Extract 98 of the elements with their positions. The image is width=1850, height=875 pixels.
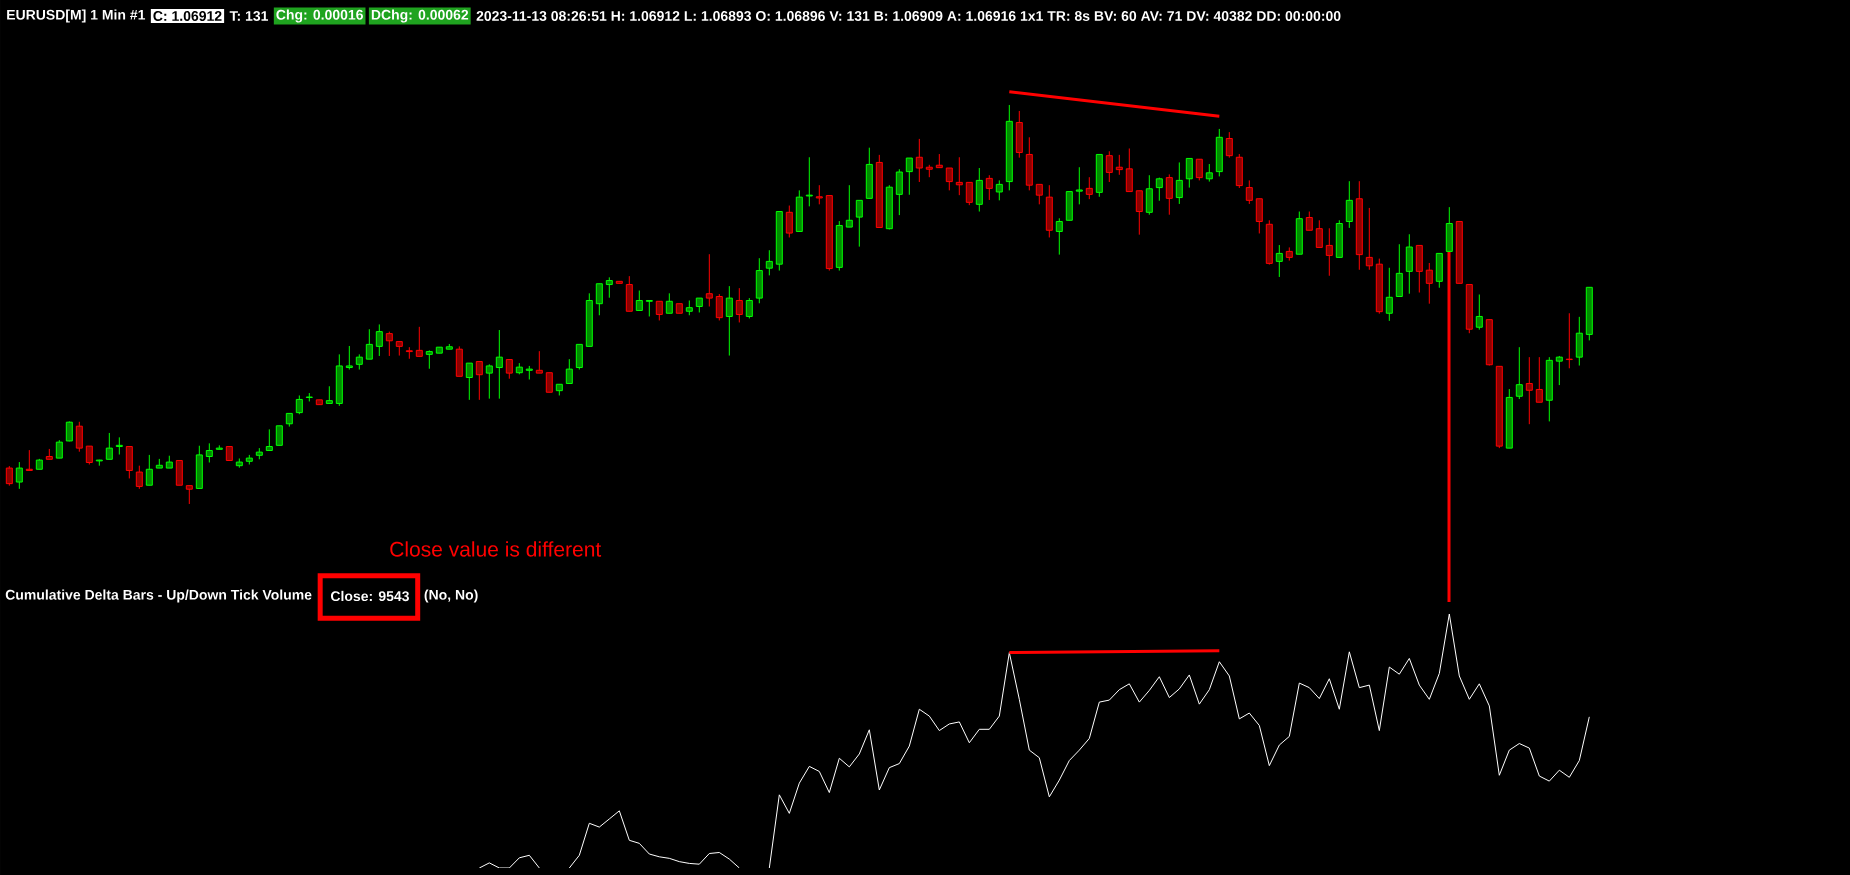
candlestick bbox=[855, 199, 863, 248]
candlestick bbox=[915, 138, 923, 183]
candlestick bbox=[25, 449, 33, 471]
candlestick bbox=[475, 361, 483, 401]
candlestick bbox=[1315, 219, 1323, 248]
candlestick bbox=[345, 345, 353, 371]
text: Close value is different bbox=[390, 541, 602, 557]
candlestick bbox=[965, 181, 973, 206]
candlestick bbox=[725, 285, 733, 357]
candlestick bbox=[1225, 131, 1233, 159]
candlestick bbox=[295, 394, 303, 415]
candlestick bbox=[735, 287, 743, 323]
text: Chg: 0.00016 bbox=[276, 9, 363, 23]
candlestick bbox=[955, 156, 963, 196]
candlestick bbox=[1555, 355, 1563, 386]
candlestick bbox=[595, 283, 603, 316]
candlestick bbox=[505, 359, 513, 380]
candlestick bbox=[1385, 267, 1393, 322]
candlestick bbox=[85, 445, 93, 465]
candlestick bbox=[1165, 173, 1173, 216]
candlestick bbox=[495, 329, 503, 400]
candlestick bbox=[985, 174, 993, 201]
candlestick bbox=[415, 326, 423, 357]
candlestick bbox=[1565, 312, 1573, 369]
candlestick bbox=[65, 420, 73, 442]
candlestick bbox=[1035, 183, 1043, 205]
candlestick bbox=[265, 428, 273, 452]
candlestick bbox=[1525, 356, 1533, 425]
candlestick bbox=[715, 293, 723, 321]
candlestick bbox=[1185, 157, 1193, 189]
candlestick bbox=[1245, 179, 1253, 205]
candlestick bbox=[275, 425, 283, 446]
candlestick bbox=[115, 436, 123, 456]
text: Close: 9543 bbox=[330, 590, 409, 602]
chart-title: EURUSD[M] 1 Min #1 bbox=[7, 9, 146, 23]
candlestick bbox=[185, 485, 193, 505]
text: DChg: 0.00062 bbox=[371, 9, 469, 23]
chart-title: Cumulative Delta Bars - Up/Down Tick Volume bbox=[5, 589, 312, 603]
candlestick bbox=[385, 331, 393, 357]
candlestick bbox=[1275, 244, 1283, 278]
candlestick bbox=[1075, 166, 1083, 205]
candlestick bbox=[145, 454, 153, 486]
candlestick bbox=[655, 300, 663, 321]
candlestick bbox=[665, 292, 673, 314]
text: T: 131 bbox=[229, 11, 269, 21]
candlestick bbox=[1515, 346, 1523, 400]
candlestick bbox=[1125, 147, 1133, 193]
candlestick bbox=[1175, 161, 1183, 205]
candlestick bbox=[125, 446, 133, 479]
candlestick bbox=[1395, 243, 1403, 298]
candlestick bbox=[805, 156, 813, 207]
candlestick bbox=[535, 350, 543, 374]
candlestick bbox=[135, 465, 143, 490]
candlestick bbox=[1105, 150, 1113, 183]
candlestick bbox=[105, 432, 113, 460]
candlestick bbox=[1115, 154, 1123, 176]
candlestick bbox=[635, 290, 643, 311]
candlestick bbox=[765, 249, 773, 276]
candlestick bbox=[1535, 356, 1543, 403]
text: C: 1.06912 bbox=[153, 11, 222, 21]
candlestick bbox=[605, 276, 613, 299]
candlestick bbox=[575, 343, 583, 371]
candlestick bbox=[465, 362, 473, 401]
candlestick bbox=[815, 184, 823, 205]
candlestick bbox=[205, 442, 213, 463]
candlestick bbox=[905, 157, 913, 196]
candlestick bbox=[1135, 190, 1143, 236]
candlestick bbox=[375, 323, 383, 357]
candlestick bbox=[1055, 217, 1063, 256]
candlestick bbox=[975, 167, 983, 213]
candlestick bbox=[75, 421, 83, 453]
candlestick bbox=[845, 184, 853, 228]
candlestick bbox=[895, 168, 903, 216]
candlestick bbox=[565, 358, 573, 384]
candlestick bbox=[945, 167, 953, 191]
candlestick bbox=[1425, 262, 1433, 305]
candlestick bbox=[785, 205, 793, 238]
candlestick bbox=[1085, 176, 1093, 200]
candlestick bbox=[1365, 207, 1373, 271]
candlestick bbox=[365, 328, 373, 360]
candlestick bbox=[1145, 174, 1153, 216]
candlestick bbox=[15, 461, 23, 490]
candlestick bbox=[1575, 316, 1583, 367]
candlestick bbox=[1255, 198, 1263, 234]
candlestick bbox=[1475, 294, 1483, 331]
candlestick bbox=[1345, 180, 1353, 229]
text: 2023-11-13 08:26:51 H: 1.06912 L: 1.06893 O: 1.06896 V: 131 B: 1.06909 A: 1.06916 1x1 TR: 8s BV: 60 AV: 71 DV: 40382 DD: 00:00:00 bbox=[476, 11, 1341, 21]
candlestick bbox=[425, 349, 433, 370]
candlestick bbox=[485, 363, 493, 400]
candlestick bbox=[745, 297, 753, 319]
candlestick bbox=[1305, 211, 1313, 231]
candlestick bbox=[1195, 158, 1203, 181]
candlestick bbox=[5, 465, 13, 487]
candlestick bbox=[995, 179, 1003, 201]
candlestick bbox=[1325, 227, 1333, 277]
text: (No, No) bbox=[424, 589, 478, 603]
candlestick bbox=[545, 372, 553, 393]
candlestick bbox=[705, 253, 713, 307]
